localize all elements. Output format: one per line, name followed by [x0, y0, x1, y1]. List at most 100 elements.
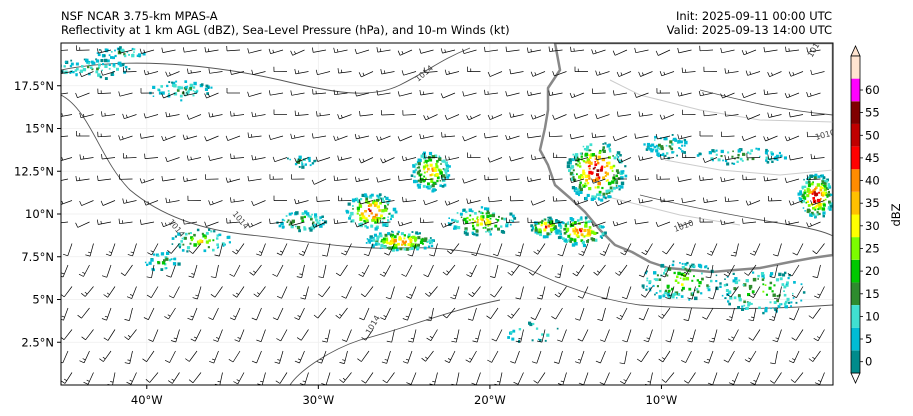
reflectivity-cell	[546, 235, 549, 239]
reflectivity-cell	[601, 186, 604, 190]
wind-barb	[76, 45, 90, 51]
reflectivity-cell	[487, 211, 490, 215]
reflectivity-cell	[422, 179, 425, 183]
wind-barb	[273, 66, 288, 73]
reflectivity-cell	[597, 197, 600, 200]
reflectivity-cell	[758, 306, 761, 310]
reflectivity-cell	[684, 140, 688, 145]
valid-time: Valid: 2025-09-13 14:00 UTC	[666, 23, 832, 37]
reflectivity-cell	[309, 228, 313, 232]
reflectivity-cell	[724, 297, 727, 299]
wind-barb	[79, 200, 94, 206]
colorbar-bin	[851, 56, 860, 79]
reflectivity-cell	[370, 224, 374, 228]
reflectivity-cell	[407, 235, 411, 239]
reflectivity-cell	[119, 46, 122, 49]
reflectivity-cell	[602, 149, 606, 153]
reflectivity-cell	[384, 239, 389, 243]
reflectivity-cell	[347, 202, 351, 206]
reflectivity-cell	[367, 208, 370, 211]
reflectivity-cell	[683, 151, 686, 154]
reflectivity-cell	[586, 193, 590, 197]
wind-barb	[401, 70, 417, 76]
reflectivity-cell	[681, 266, 685, 270]
reflectivity-cell	[764, 306, 768, 310]
reflectivity-cell	[369, 203, 373, 207]
reflectivity-cell	[423, 171, 426, 174]
reflectivity-cell	[309, 215, 312, 219]
wind-barb	[118, 48, 133, 54]
reflectivity-cell	[817, 175, 821, 179]
reflectivity-cell	[676, 275, 679, 279]
wind-barb	[97, 131, 112, 138]
reflectivity-cell	[451, 218, 454, 222]
wind-barb	[702, 157, 718, 163]
reflectivity-cell	[423, 168, 426, 171]
reflectivity-cell	[586, 182, 590, 185]
reflectivity-cell	[664, 154, 667, 157]
reflectivity-cell	[428, 185, 432, 189]
wind-barb	[698, 90, 714, 97]
wind-barb	[595, 70, 610, 76]
reflectivity-cell	[128, 53, 130, 56]
reflectivity-cell	[598, 176, 601, 179]
wind-barb	[188, 372, 202, 384]
reflectivity-cell	[766, 161, 770, 164]
wind-barb	[440, 48, 456, 54]
wind-barb	[720, 47, 735, 54]
wind-barb	[727, 329, 739, 342]
wind-barb	[487, 157, 503, 163]
reflectivity-cell	[300, 161, 303, 164]
wind-barb	[337, 68, 352, 74]
reflectivity-cell	[384, 206, 387, 209]
reflectivity-cell	[70, 59, 73, 62]
reflectivity-cell	[227, 235, 231, 239]
wind-barb	[505, 175, 520, 181]
reflectivity-cell	[441, 174, 446, 178]
colorbar-bin	[851, 214, 860, 238]
reflectivity-cell	[580, 174, 583, 177]
reflectivity-cell	[176, 89, 180, 92]
reflectivity-cell	[530, 224, 534, 228]
reflectivity-cell	[653, 278, 656, 281]
wind-barb	[769, 307, 778, 321]
wind-barb	[641, 243, 653, 256]
reflectivity-cell	[90, 60, 94, 64]
reflectivity-cell	[817, 202, 821, 206]
reflectivity-cell	[375, 198, 379, 202]
reflectivity-cell	[364, 221, 367, 224]
reflectivity-cell	[602, 195, 606, 199]
reflectivity-cell	[123, 54, 127, 58]
reflectivity-cell	[408, 248, 411, 251]
colorbar-tick-label: 30	[865, 219, 880, 233]
reflectivity-cell	[184, 236, 187, 240]
reflectivity-cell	[717, 158, 721, 162]
reflectivity-cell	[746, 151, 750, 154]
reflectivity-cell	[489, 214, 492, 217]
reflectivity-cell	[680, 140, 683, 144]
reflectivity-cell	[575, 191, 579, 195]
reflectivity-cell	[367, 239, 371, 242]
reflectivity-cell	[173, 92, 178, 96]
reflectivity-cell	[764, 284, 767, 286]
reflectivity-cell	[321, 215, 324, 218]
wind-barb	[552, 196, 567, 202]
reflectivity-cell	[430, 244, 434, 248]
reflectivity-cell	[456, 220, 459, 223]
reflectivity-cell	[656, 285, 659, 288]
reflectivity-cell	[190, 238, 193, 242]
reflectivity-cell	[69, 71, 72, 74]
wind-barb	[100, 70, 116, 76]
wind-barb	[61, 157, 73, 161]
reflectivity-cell	[447, 174, 451, 177]
reflectivity-cell	[395, 246, 398, 249]
reflectivity-cell	[688, 287, 692, 291]
reflectivity-cell	[418, 169, 421, 172]
reflectivity-cell	[167, 90, 170, 92]
reflectivity-cell	[370, 193, 374, 197]
wind-barb	[188, 243, 202, 254]
reflectivity-cell	[399, 247, 403, 251]
wind-barb	[272, 264, 284, 277]
wind-barb	[360, 286, 374, 298]
reflectivity-cell	[557, 220, 561, 224]
